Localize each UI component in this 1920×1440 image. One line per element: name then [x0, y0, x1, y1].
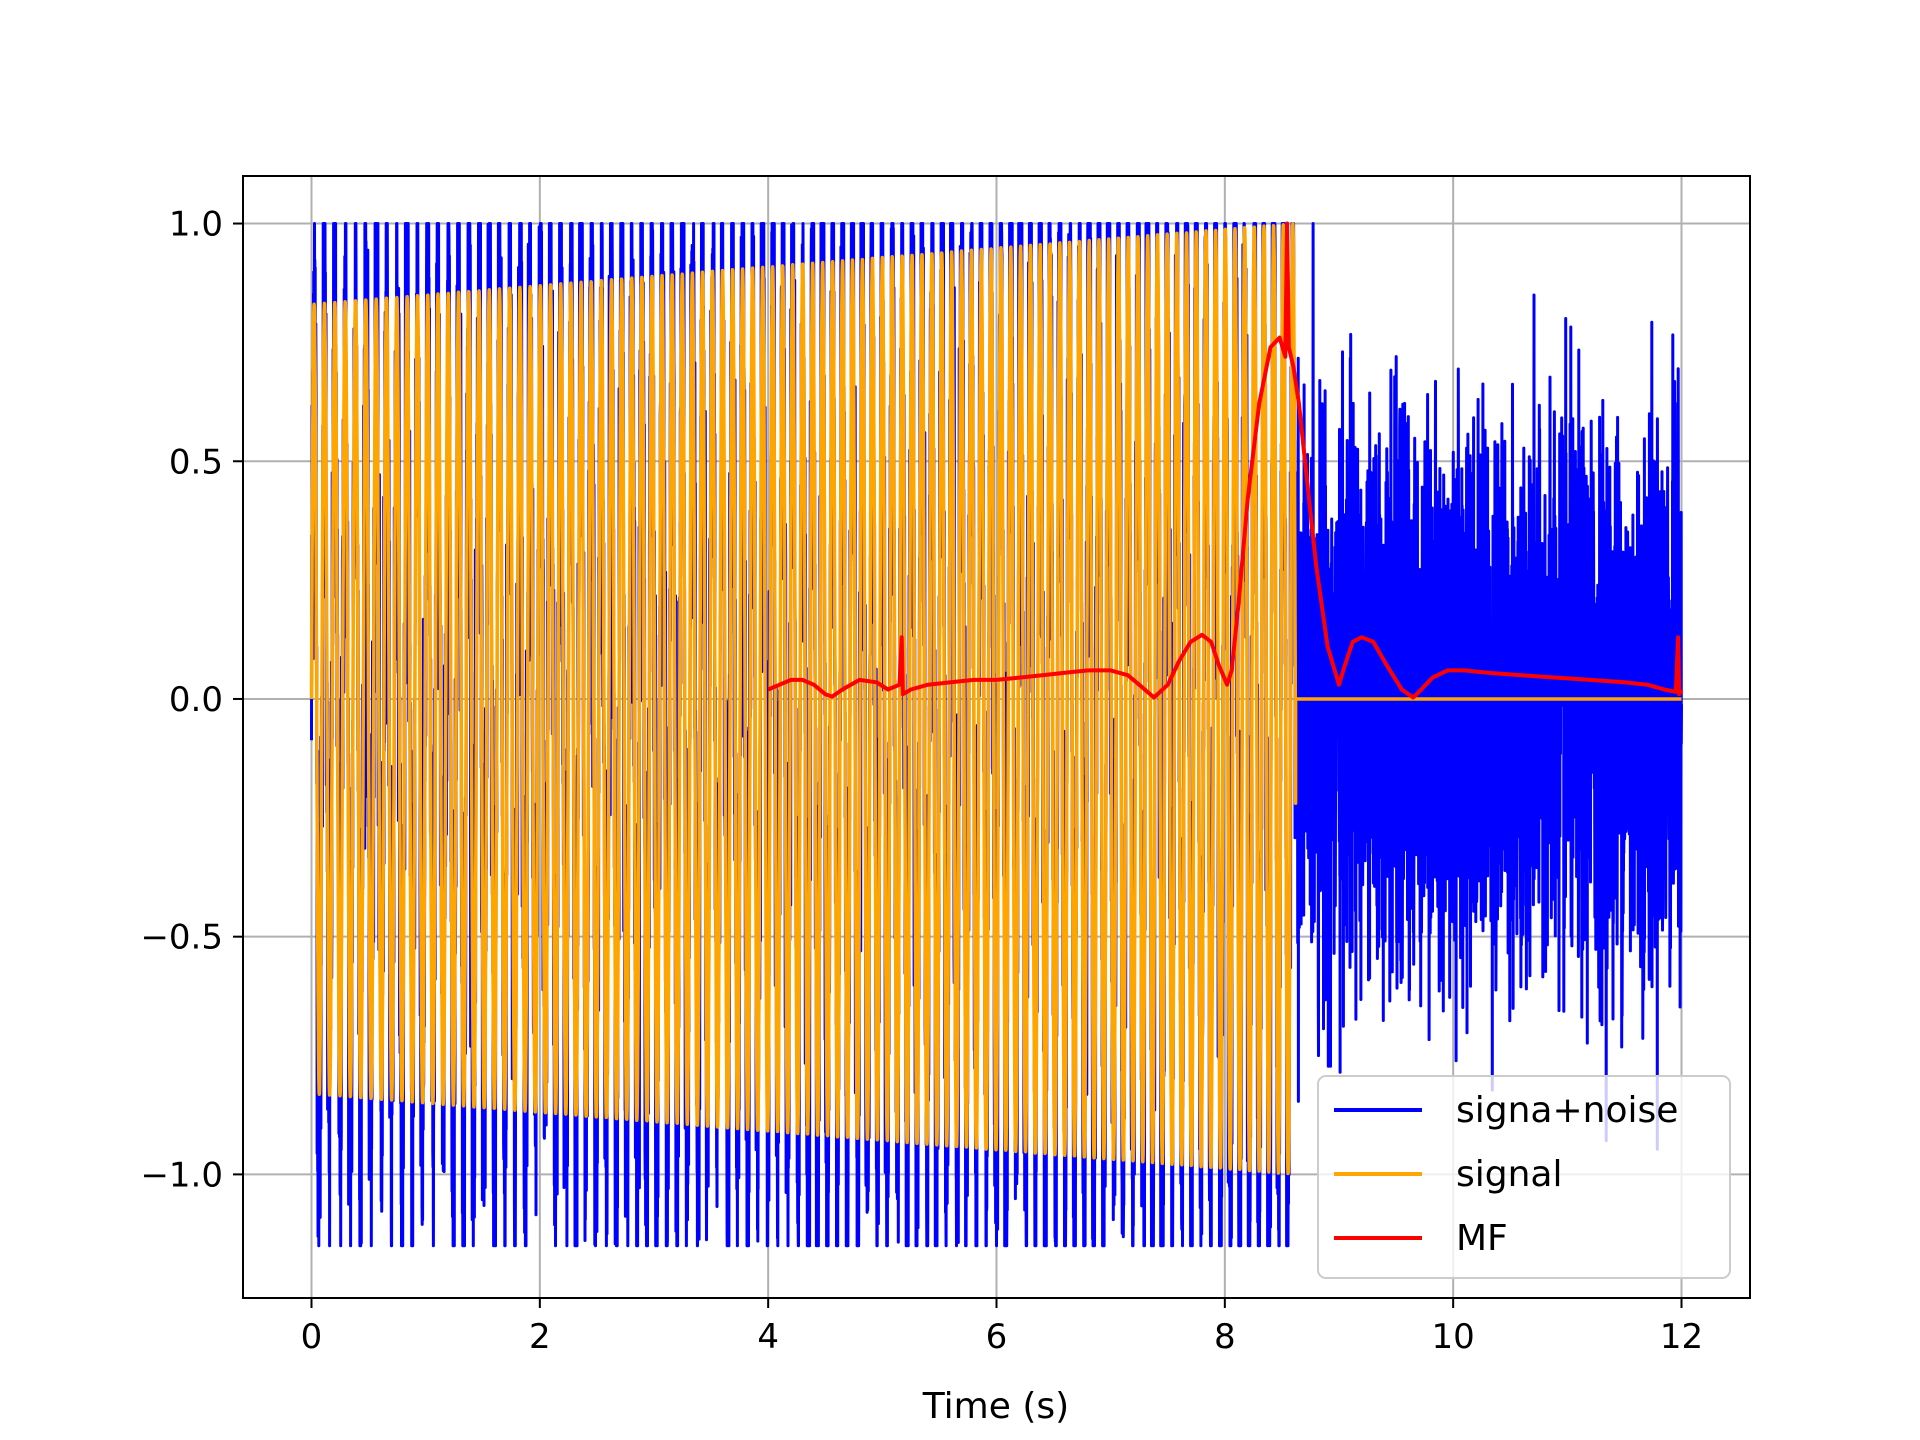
y-axis: −1.0 −0.5 0.0 0.5 1.0 — [140, 205, 243, 1195]
y-tick-label: −0.5 — [140, 918, 223, 958]
x-tick-label: 10 — [1432, 1317, 1475, 1357]
legend: signa+noise signal MF — [1317, 1075, 1731, 1279]
y-tick-label: 1.0 — [169, 205, 223, 245]
series-signal-line — [309, 222, 1682, 1176]
y-tick-label: 0.5 — [169, 442, 223, 482]
x-axis-label: Time (s) — [922, 1386, 1069, 1427]
x-tick-label: 6 — [986, 1317, 1008, 1357]
x-tick-label: 2 — [529, 1317, 551, 1357]
legend-label-signal: signal — [1456, 1154, 1563, 1195]
x-tick-label: 0 — [301, 1317, 323, 1357]
y-tick-label: 0.0 — [169, 680, 223, 720]
legend-label-signal-noise: signa+noise — [1456, 1090, 1678, 1131]
x-axis: 0 2 4 6 8 10 12 — [301, 1298, 1703, 1357]
legend-box — [1317, 1075, 1731, 1279]
y-tick-label: −1.0 — [140, 1155, 223, 1195]
series-mf-line — [767, 221, 1684, 700]
x-tick-label: 12 — [1660, 1317, 1703, 1357]
legend-label-mf: MF — [1456, 1218, 1508, 1259]
x-tick-label: 8 — [1214, 1317, 1236, 1357]
series-layer — [309, 221, 1684, 1248]
x-tick-label: 4 — [757, 1317, 779, 1357]
